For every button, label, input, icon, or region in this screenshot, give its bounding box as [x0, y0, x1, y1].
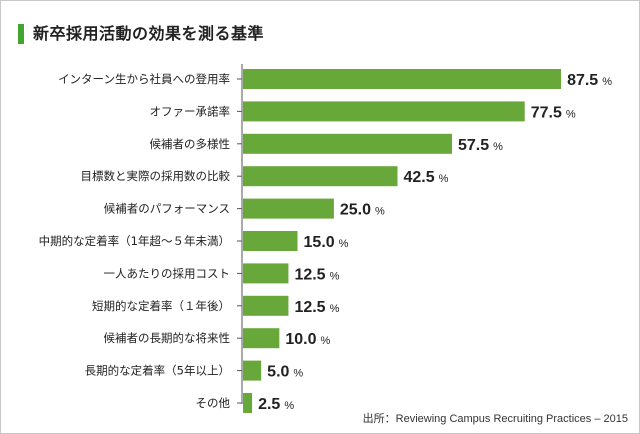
- category-label: 短期的な定着率（１年後）: [92, 299, 230, 313]
- chart-title: 新卒採用活動の効果を測る基準: [33, 24, 265, 43]
- category-label: 候補者の多様性: [150, 137, 231, 151]
- bar: [243, 101, 525, 122]
- value-label: 15.0%: [304, 234, 349, 251]
- category-label: 候補者のパフォーマンス: [104, 202, 230, 216]
- value-label: 10.0%: [285, 331, 330, 348]
- value-label: 42.5%: [403, 169, 448, 186]
- category-label: オファー承諾率: [150, 104, 231, 118]
- value-label: 87.5%: [567, 72, 612, 89]
- bar: [243, 133, 453, 154]
- bar: [243, 295, 289, 316]
- category-label: 候補者の長期的な将来性: [104, 331, 231, 345]
- title-marker: [18, 24, 24, 44]
- source-note: 出所：Reviewing Campus Recruiting Practices…: [362, 413, 628, 425]
- bar: [243, 360, 262, 381]
- bar: [243, 263, 289, 284]
- bar: [243, 69, 562, 89]
- bar: [243, 198, 334, 219]
- value-label: 12.5%: [294, 299, 339, 316]
- category-label: 一人あたりの採用コスト: [104, 266, 231, 280]
- bar: [243, 328, 280, 349]
- category-label: その他: [196, 396, 231, 410]
- value-label: 5.0%: [267, 364, 303, 381]
- category-label: インターン生から社員への登用率: [58, 72, 230, 86]
- value-label: 2.5%: [258, 396, 294, 413]
- value-label: 57.5%: [458, 137, 503, 154]
- category-label: 中期的な定着率（1年超〜５年未満）: [39, 234, 230, 248]
- value-label: 12.5%: [294, 266, 339, 283]
- category-label: 長期的な定着率（5年以上）: [85, 364, 230, 378]
- bar: [243, 166, 398, 187]
- category-label: 目標数と実際の採用数の比較: [81, 169, 231, 183]
- value-label: 77.5%: [531, 104, 576, 121]
- value-label: 25.0%: [340, 202, 385, 219]
- bar: [243, 393, 253, 413]
- bar: [243, 231, 298, 251]
